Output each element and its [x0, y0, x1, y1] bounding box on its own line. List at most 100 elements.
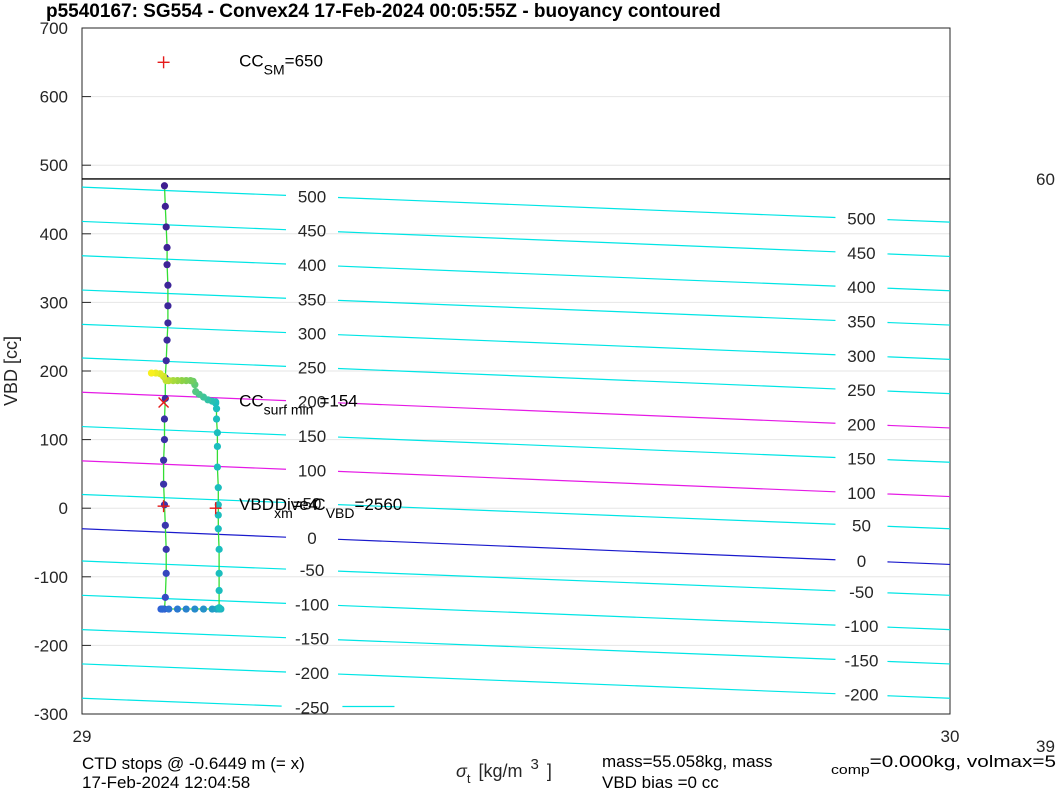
contour-label-350-0: 350	[298, 290, 326, 309]
contour-line-50	[81, 493, 287, 504]
y-tick-label-9: 600	[40, 88, 68, 107]
profile-point-ascent-0	[215, 604, 223, 612]
profile-point-surface-18	[147, 369, 156, 377]
contour-100: 100 100	[81, 460, 951, 503]
contour-label-250-0: 250	[298, 358, 326, 377]
profile-point-descent-0	[160, 182, 169, 190]
contour-label--50-0: -50	[300, 561, 325, 580]
footer-mass-comp: comp =0.000kg, volmax=5	[831, 752, 1056, 777]
profile-point-descent-16	[160, 501, 169, 509]
contour-line-500	[887, 219, 951, 223]
contour-500: 500 500	[81, 186, 951, 229]
contour-line--100	[337, 604, 836, 626]
contour-label--200-1: -200	[844, 686, 878, 705]
contour-line-400	[337, 265, 836, 287]
contour-line-500	[81, 186, 287, 196]
contour-line-150	[81, 425, 287, 436]
contour-line-100	[887, 493, 951, 498]
contour--250: -250	[81, 697, 395, 717]
profile-point-descent-15	[159, 480, 168, 488]
annotation-sub: VBD	[326, 505, 355, 521]
contour-label--250: -250	[295, 698, 329, 717]
profile-point-bottom-9	[182, 605, 190, 613]
contour-line-200	[81, 391, 287, 402]
footer-mass-comp-sub: comp	[831, 762, 870, 777]
annotation-value: =-4	[293, 495, 318, 514]
profile-point-ascent-11	[212, 415, 221, 423]
contour-label-50-1: 50	[852, 516, 871, 535]
contour-line--150	[337, 639, 836, 660]
contour-line--200	[81, 663, 287, 673]
contour-label-0-0: 0	[307, 529, 316, 548]
profile-point-ascent-4	[214, 525, 222, 533]
profile-point-bottom-8	[173, 605, 182, 613]
footer-mass-comp-rest: =0.000kg, volmax=5	[870, 752, 1056, 771]
annotation-0: CCSM=650	[239, 51, 323, 77]
profile-point-ascent-7	[214, 484, 222, 492]
buoyancy-contours: -250-200-200-150-150-100-100-50-50005050…	[81, 178, 951, 717]
dive-profile	[147, 182, 225, 613]
profile-point-descent-13	[160, 436, 169, 444]
y-tick-label-0: -300	[34, 705, 68, 724]
contour-line-400	[887, 287, 951, 292]
y-tick-label-2: -100	[34, 568, 68, 587]
contour-label-400-0: 400	[298, 256, 326, 275]
chart-title: p5540167: SG554 - Convex24 17-Feb-2024 0…	[46, 1, 721, 22]
contour-line-50	[337, 503, 836, 525]
contour-line-0	[81, 528, 287, 538]
footer-timestamp: 17-Feb-2024 12:04:58	[82, 773, 250, 790]
profile-point-bottom-0	[162, 569, 170, 577]
profile-point-ascent-8	[213, 463, 222, 471]
marker-plus-2	[157, 500, 170, 513]
x-axis-label: σt [kg/m 3]	[456, 756, 552, 786]
profile-point-descent-1	[161, 202, 169, 210]
contour--200: -200 -200	[81, 663, 951, 705]
contour-label-500-1: 500	[847, 210, 875, 229]
contour-line-450	[337, 231, 836, 253]
contour-label--100-0: -100	[295, 595, 329, 614]
contour-line-300	[337, 334, 836, 356]
contour-line--50	[887, 592, 951, 596]
contour-label-150-0: 150	[298, 427, 326, 446]
contour-label-300-0: 300	[298, 325, 326, 344]
profile-point-descent-14	[159, 456, 168, 464]
contour-label-450-1: 450	[847, 244, 875, 263]
x-axis-label-sup: 3	[531, 756, 539, 773]
contour-200: 200 200	[81, 391, 951, 434]
profile-point-descent-11	[161, 394, 169, 403]
contour--150: -150 -150	[81, 629, 951, 670]
profile-point-descent-8	[163, 336, 171, 344]
contour-line-250	[337, 367, 836, 390]
contour-150: 150 150	[81, 425, 951, 469]
annotation-main: VBD	[239, 495, 274, 514]
annotation-1: CCsurf min =154	[239, 392, 358, 418]
contour-350: 350 350	[81, 289, 951, 331]
contour-line-0	[337, 538, 836, 561]
profile-point-ascent-10	[213, 429, 222, 437]
markers	[157, 56, 222, 515]
contour-label-100-0: 100	[298, 461, 326, 480]
contour-label-400-1: 400	[847, 278, 875, 297]
y-tick-label-4: 100	[40, 431, 68, 450]
contour-label-500-0: 500	[298, 187, 326, 206]
contour-label-100-1: 100	[847, 484, 875, 503]
marker-plus-0	[157, 56, 170, 69]
profile-point-descent-2	[162, 223, 170, 231]
footer-mass: mass=55.058kg, mass	[602, 752, 773, 771]
x-axis-label-sub: t	[467, 771, 471, 786]
x-axis-label-symbol: σ	[456, 761, 468, 781]
contour-line-400	[81, 255, 287, 265]
contour-line-100	[337, 470, 836, 493]
x-axis-label-unit: [kg/m	[478, 761, 522, 781]
contour-line-250	[81, 357, 287, 367]
profile-point-ascent-2	[215, 569, 223, 577]
right-axis-partial-top: 60	[1036, 170, 1055, 189]
profile-point-bottom-10	[191, 605, 199, 613]
contour-line-0	[887, 561, 951, 566]
contour-line--150	[887, 660, 951, 665]
marker-x-1	[158, 397, 170, 409]
contour-line-150	[887, 459, 951, 463]
contour--50: -50 -50	[81, 560, 951, 602]
profile-point-descent-3	[163, 243, 171, 252]
